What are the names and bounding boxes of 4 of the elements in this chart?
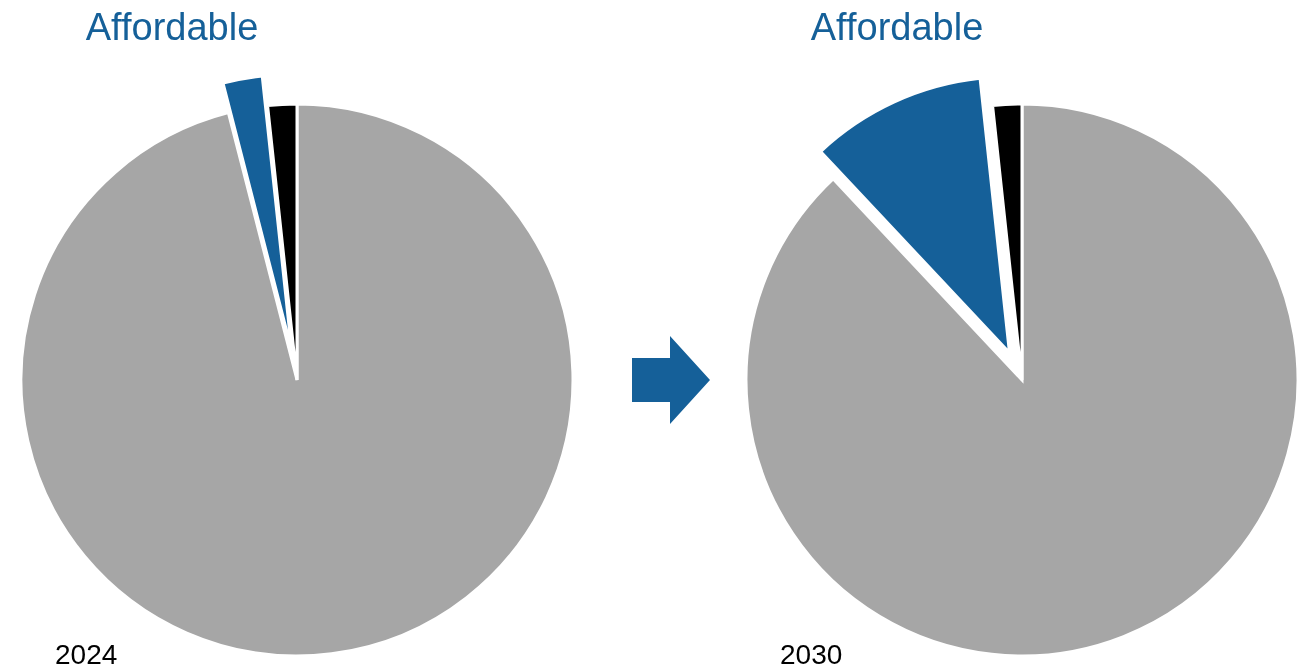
text: 2030 xyxy=(780,639,843,670)
text: 2024 xyxy=(55,639,118,670)
slice-label: Affordable xyxy=(85,6,259,48)
slice-label: Affordable xyxy=(810,6,984,48)
